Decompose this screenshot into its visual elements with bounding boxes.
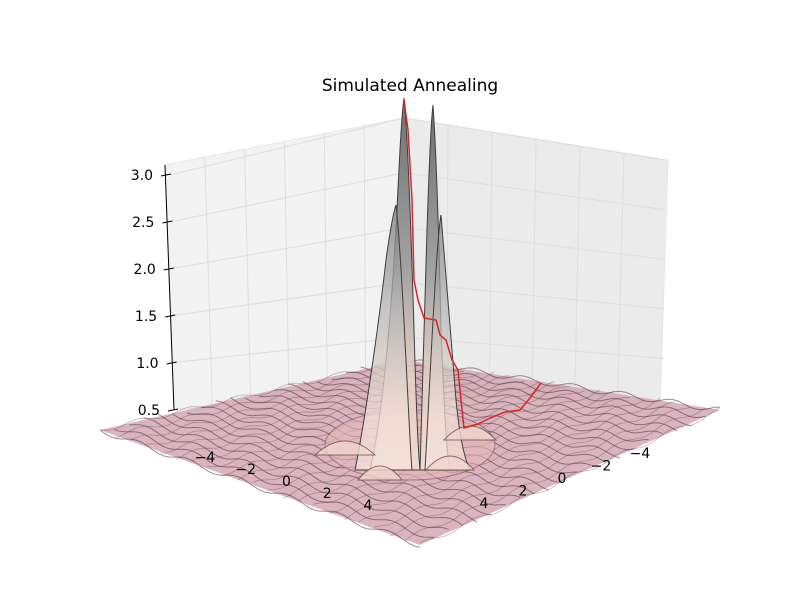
contour-line-cross — [389, 407, 690, 537]
annealing-path — [403, 99, 542, 429]
z-tick-label: 1.0 — [136, 356, 158, 372]
z-tick-mark — [166, 361, 177, 365]
contour-line-cross — [343, 399, 645, 521]
grid-line-left — [284, 141, 290, 402]
x-tick-label: 0 — [282, 474, 291, 490]
grid-line-z-right — [403, 172, 665, 211]
contour-line-cross — [374, 401, 675, 528]
z-tick-mark — [165, 314, 176, 318]
contour-line — [403, 359, 721, 411]
x-tick-label: −4 — [195, 450, 216, 466]
chart-title: Simulated Annealing — [322, 76, 498, 96]
grid-line-right — [488, 131, 493, 398]
y-tick-label: −4 — [630, 446, 651, 462]
contour-line — [172, 413, 492, 516]
grid-line-z-left — [169, 172, 405, 223]
contour-line-cross — [115, 364, 420, 439]
y-tick-label: 4 — [480, 496, 489, 512]
contour-line-cross — [419, 407, 721, 544]
z-tick-label: 2.5 — [132, 215, 154, 231]
x-tick-label: 4 — [364, 498, 373, 514]
grid-line-z-left — [169, 227, 405, 270]
grid-line-right — [574, 145, 581, 403]
contour-line — [114, 429, 435, 538]
grid-line-left — [363, 125, 367, 396]
y-tick-label: 0 — [558, 471, 567, 487]
z-tick-mark — [167, 408, 179, 412]
contour-line-cross — [99, 359, 405, 431]
contour-line-cross — [358, 398, 661, 522]
surface-ridges — [313, 425, 498, 481]
z-axis-line — [164, 164, 175, 411]
grid-line-left — [204, 157, 213, 408]
z-tick-mark — [162, 220, 173, 224]
contour-line — [128, 424, 449, 530]
grid-line-z-left — [169, 117, 405, 176]
grid-line-left — [323, 133, 328, 399]
z-tick-mark — [163, 267, 174, 271]
z-tick-label: 2.0 — [134, 262, 156, 278]
surface-ridge — [356, 465, 404, 481]
peak-left-shoulder — [354, 204, 413, 471]
grid-line-z-left — [169, 336, 405, 364]
contour-line — [143, 417, 464, 526]
grid-line-left — [244, 149, 252, 405]
z-tick-label: 0.5 — [138, 403, 160, 419]
grid-line-right — [616, 152, 625, 406]
contour-line — [157, 413, 478, 523]
z-tick-label: 1.5 — [135, 309, 157, 325]
surface-ridge — [424, 455, 476, 471]
axes: 0.5 1.0 1.5 2.0 2.5 3.0 −4 −2 0 2 4 4 2 0 −2 −4 — [131, 164, 651, 514]
x-tick-label: −2 — [235, 462, 256, 478]
z-tick-label: 3.0 — [131, 168, 153, 184]
grid-lines — [169, 117, 665, 411]
grid-line-z-left — [169, 281, 405, 317]
x-tick-label: 2 — [323, 486, 332, 502]
grid-line-right — [531, 138, 537, 401]
grid-line-z-right — [403, 117, 665, 161]
contour-line-cross — [404, 407, 706, 542]
surface-ridge — [313, 440, 377, 456]
contour-line — [99, 429, 421, 548]
y-tick-label: −2 — [591, 459, 612, 475]
z-tick-mark — [160, 173, 172, 177]
y-tick-label: 2 — [519, 484, 528, 500]
grid-line-z-right — [403, 227, 665, 260]
